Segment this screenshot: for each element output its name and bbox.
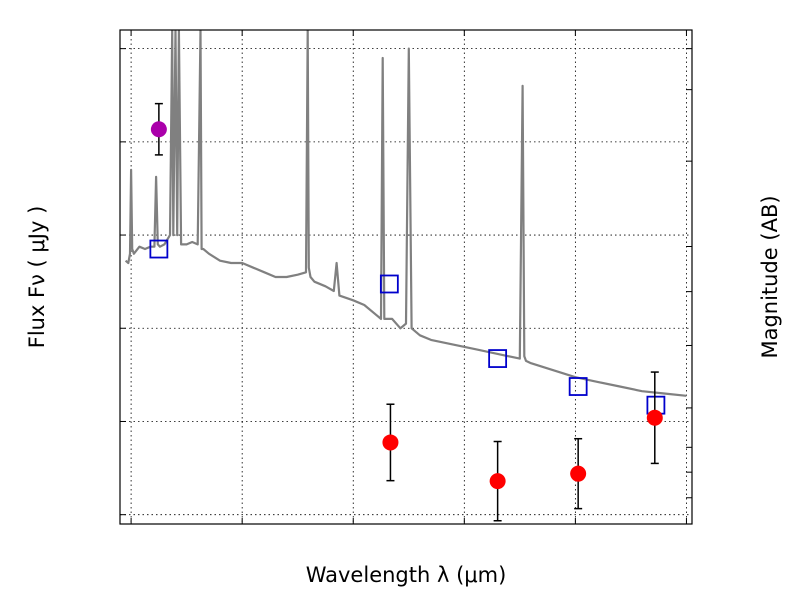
y-axis-label: Flux Fν ( μJy ) xyxy=(25,206,49,349)
model-band-square xyxy=(379,274,399,294)
model-band-square xyxy=(488,349,508,368)
observed-point xyxy=(646,409,663,426)
axes xyxy=(120,30,692,524)
observed-point xyxy=(570,465,587,482)
plot-area xyxy=(124,30,687,522)
model-spectrum-line xyxy=(124,30,687,397)
model-band-square xyxy=(568,377,588,396)
observed-point xyxy=(489,473,506,490)
y-axis-right-label: Magnitude (AB) xyxy=(758,195,782,358)
model-band-square xyxy=(149,239,169,259)
observed-point xyxy=(382,434,399,451)
observed-point xyxy=(150,121,167,138)
grid-lines xyxy=(120,30,692,524)
x-axis-label: Wavelength λ (μm) xyxy=(306,563,507,587)
plot-frame xyxy=(119,29,693,525)
